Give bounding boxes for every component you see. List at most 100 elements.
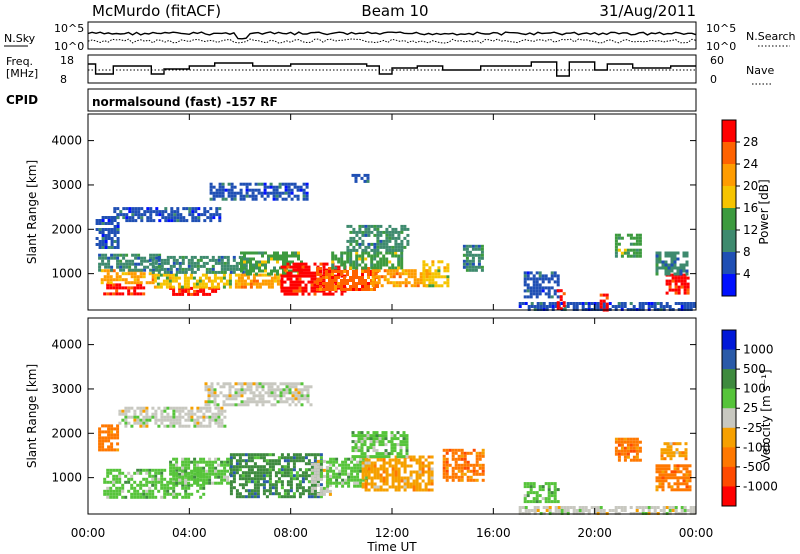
heatmap-cell-189: [181, 289, 185, 293]
heatmap-cell-639: [292, 268, 296, 272]
heatmap-cell-327: [217, 463, 221, 467]
heatmap-cell-1655: [291, 382, 295, 386]
heatmap-cell-1546: [231, 397, 235, 401]
heatmap-cell-1740: [352, 248, 356, 252]
heatmap-cell-1368: [145, 406, 149, 410]
heatmap-cell-1446: [110, 219, 114, 222]
heatmap-cell-1589: [255, 385, 259, 389]
heatmap-cell-1334: [683, 279, 687, 283]
heatmap-cell-122: [119, 259, 123, 263]
heatmap-cell-1807: [684, 448, 688, 452]
heatmap-cell-86: [145, 468, 149, 472]
heatmap-cell-967: [376, 254, 380, 258]
heatmap-cell-888: [373, 476, 377, 480]
heatmap-cell-804: [328, 285, 331, 288]
heatmap-cell-8: [112, 286, 116, 290]
heatmap-cell-1752: [361, 224, 365, 228]
heatmap-cell-567: [286, 483, 290, 487]
heatmap-cell-1431: [184, 406, 188, 410]
heatmap-cell-397: [238, 477, 242, 481]
heatmap-cell-32: [139, 286, 143, 290]
heatmap-cell-717: [319, 492, 323, 496]
heatmap-cell-1175: [357, 455, 361, 459]
heatmap-cell-2006: [635, 509, 639, 512]
heatmap-cell-1720: [305, 182, 309, 186]
heatmap-cell-1723: [667, 467, 671, 471]
heatmap-cell-366: [229, 474, 233, 478]
heatmap-cell-1112: [463, 457, 467, 461]
colorbar-tick-label-7: -1000: [743, 479, 778, 493]
heatmap-cell-659: [298, 271, 302, 275]
heatmap-cell-1497: [223, 415, 227, 419]
heatmap-cell-558: [276, 254, 279, 258]
heatmap-cell-1315: [674, 276, 678, 280]
heatmap-cell-644: [292, 289, 296, 293]
heatmap-cell-1710: [661, 473, 665, 477]
heatmap-cell-1072: [448, 448, 452, 452]
heatmap-cell-871: [367, 482, 371, 486]
heatmap-cell-1093: [425, 278, 429, 282]
heatmap-cell-1515: [210, 394, 214, 398]
heatmap-cell-506: [243, 266, 246, 270]
heatmap-cell-543: [264, 269, 267, 273]
heatmap-cell-451: [243, 282, 247, 286]
heatmap-cell-512: [249, 251, 252, 255]
heatmap-cell-1894: [538, 494, 542, 498]
heatmap-cell-779: [341, 478, 345, 482]
heatmap-cell-227: [172, 481, 176, 485]
heatmap-cell-74: [139, 471, 143, 475]
heatmap-cell-1679: [300, 403, 304, 407]
heatmap-cell-336: [220, 475, 224, 479]
heatmap-cell-1198: [369, 437, 373, 441]
heatmap-cell-1245: [390, 443, 394, 447]
heatmap-cell-800: [328, 273, 331, 276]
heatmap-cell-636: [307, 492, 311, 496]
heatmap-cell-1998: [620, 506, 624, 509]
heatmap-cell-1688: [278, 194, 282, 198]
heatmap-cell-1686: [278, 185, 282, 189]
heatmap-cell-970: [376, 266, 380, 270]
heatmap-cell-1747: [676, 488, 680, 492]
heatmap-cell-1681: [275, 188, 279, 192]
heatmap-cell-1270: [402, 443, 406, 447]
heatmap-cell-1504: [140, 213, 144, 217]
heatmap-cell-1124: [443, 269, 447, 273]
heatmap-cell-1756: [361, 242, 365, 246]
heatmap-cell-1484: [217, 409, 221, 413]
colorbar-swatch-1: [722, 349, 736, 370]
heatmap-cell-1766: [367, 230, 371, 234]
heatmap-cell-485: [262, 477, 266, 481]
heatmap-cell-753: [329, 481, 333, 485]
heatmap-cell-880: [370, 482, 374, 486]
heatmap-cell-612: [280, 289, 284, 293]
heatmap-cell-1229: [381, 452, 385, 456]
heatmap-cell-947: [361, 257, 365, 261]
heatmap-cell-325: [166, 261, 170, 265]
heatmap-cell-1586: [252, 397, 256, 401]
heatmap-cell-1137: [462, 259, 466, 263]
heatmap-cell-1024: [386, 269, 390, 273]
heatmap-cell-679: [304, 274, 308, 278]
heatmap-cell-1282: [632, 236, 636, 240]
heatmap-cell-1464: [202, 424, 206, 428]
heatmap-cell-1471: [208, 415, 212, 419]
heatmap-cell-1627: [230, 194, 234, 198]
heatmap-cell-976: [403, 482, 407, 486]
heatmap-cell-1336: [124, 415, 128, 419]
heatmap-cell-1291: [101, 439, 105, 443]
heatmap-cell-991: [409, 482, 413, 486]
heatmap-cell-213: [214, 289, 218, 293]
heatmap-cell-1281: [98, 430, 102, 434]
heatmap-cell-1031: [424, 482, 428, 486]
heatmap-cell-1556: [237, 391, 241, 395]
heatmap-cell-1973: [680, 302, 684, 305]
heatmap-cell-926: [346, 260, 350, 264]
heatmap-cell-803: [328, 282, 331, 285]
heatmap-cell-1815: [614, 452, 618, 456]
heatmap-cell-1697: [655, 485, 659, 489]
heatmap-cell-779: [316, 273, 319, 276]
heatmap-cell-1076: [451, 451, 455, 455]
heatmap-cell-1893: [566, 302, 570, 305]
heatmap-cell-252: [184, 469, 188, 473]
heatmap-cell-1083: [422, 263, 426, 267]
